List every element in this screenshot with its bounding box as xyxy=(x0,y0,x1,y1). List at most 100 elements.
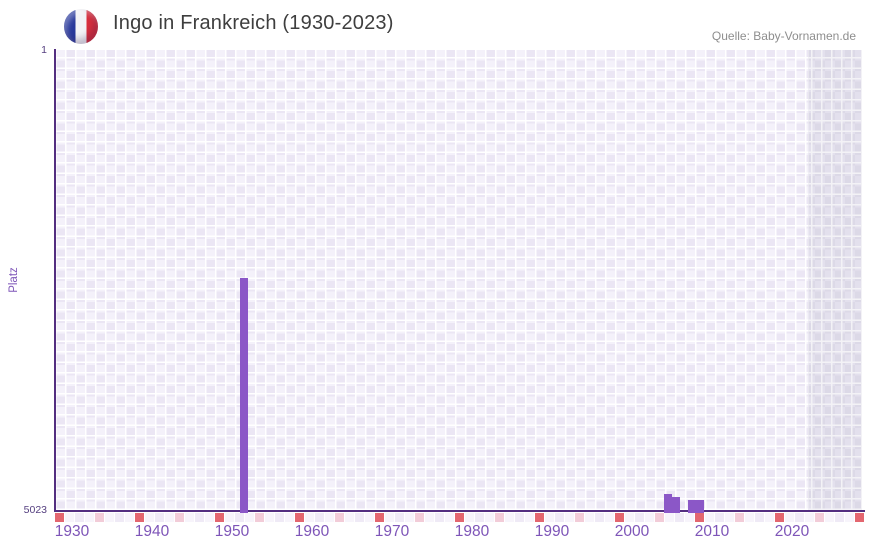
x-tick-1970: 1970 xyxy=(374,523,410,540)
strip-cell xyxy=(725,512,734,522)
strip-cell xyxy=(395,512,404,522)
strip-cell xyxy=(635,512,644,522)
strip-cell xyxy=(105,512,114,522)
mid-decade-marker xyxy=(95,512,104,522)
strip-cell xyxy=(805,512,814,522)
mid-decade-marker xyxy=(735,512,744,522)
mid-decade-marker xyxy=(575,512,584,522)
decade-marker xyxy=(135,512,144,522)
strip-cell xyxy=(405,512,414,522)
strip-cell xyxy=(115,512,124,522)
x-tick-1980: 1980 xyxy=(454,523,490,540)
strip-cell xyxy=(275,512,284,522)
x-tick-2010: 2010 xyxy=(694,523,730,540)
strip-cell xyxy=(795,512,804,522)
mid-decade-marker xyxy=(815,512,824,522)
strip-cell xyxy=(425,512,434,522)
decade-marker xyxy=(855,512,864,522)
strip-cell xyxy=(465,512,474,522)
decade-marker xyxy=(215,512,224,522)
strip-cell xyxy=(285,512,294,522)
strip-cell xyxy=(435,512,444,522)
strip-cell xyxy=(225,512,234,522)
bar-2004[interactable] xyxy=(664,494,672,513)
y-axis-title: Platz xyxy=(8,267,20,293)
x-tick-1940: 1940 xyxy=(134,523,170,540)
france-flag-icon xyxy=(64,9,98,44)
strip-cell xyxy=(745,512,754,522)
strip-cell xyxy=(505,512,514,522)
strip-cell xyxy=(645,512,654,522)
strip-cell xyxy=(755,512,764,522)
strip-cell xyxy=(715,512,724,522)
strip-cell xyxy=(145,512,154,522)
decade-marker xyxy=(375,512,384,522)
y-tick-max: 1 xyxy=(41,44,47,56)
strip-cell xyxy=(185,512,194,522)
decade-marker xyxy=(295,512,304,522)
decade-marker xyxy=(775,512,784,522)
strip-cell xyxy=(565,512,574,522)
strip-cell xyxy=(785,512,794,522)
x-axis-line xyxy=(54,510,865,512)
mid-decade-marker xyxy=(255,512,264,522)
bar-2008[interactable] xyxy=(696,500,704,513)
strip-cell xyxy=(585,512,594,522)
x-tick-1950: 1950 xyxy=(214,523,250,540)
mid-decade-marker xyxy=(655,512,664,522)
x-axis-labels: 1930 1940 1950 1960 1970 1980 1990 2000 2010 2020 xyxy=(0,523,873,545)
strip-cell xyxy=(315,512,324,522)
x-tick-1990: 1990 xyxy=(534,523,570,540)
strip-cell xyxy=(625,512,634,522)
strip-cell xyxy=(385,512,394,522)
strip-cell xyxy=(325,512,334,522)
strip-cell xyxy=(685,512,694,522)
strip-cell xyxy=(445,512,454,522)
decade-marker xyxy=(615,512,624,522)
strip-cell xyxy=(165,512,174,522)
chart-title: Ingo in Frankreich (1930-2023) xyxy=(113,12,394,34)
strip-cell xyxy=(235,512,244,522)
decade-marker xyxy=(455,512,464,522)
decade-marker xyxy=(695,512,704,522)
strip-cell xyxy=(345,512,354,522)
strip-cell xyxy=(195,512,204,522)
strip-cell xyxy=(205,512,214,522)
strip-cell xyxy=(355,512,364,522)
mid-decade-marker xyxy=(495,512,504,522)
strip-cell xyxy=(675,512,684,522)
strip-cell xyxy=(245,512,254,522)
strip-cell xyxy=(155,512,164,522)
mid-decade-marker xyxy=(335,512,344,522)
strip-cell xyxy=(765,512,774,522)
x-tick-1960: 1960 xyxy=(294,523,330,540)
strip-cell xyxy=(525,512,534,522)
strip-cell xyxy=(85,512,94,522)
x-tick-2000: 2000 xyxy=(614,523,650,540)
x-tick-1930: 1930 xyxy=(54,523,90,540)
x-tick-2020: 2020 xyxy=(774,523,810,540)
strip-cell xyxy=(705,512,714,522)
strip-cell xyxy=(835,512,844,522)
decade-strip xyxy=(55,512,867,522)
bar-2005[interactable] xyxy=(672,497,680,513)
mid-decade-marker xyxy=(415,512,424,522)
strip-cell xyxy=(595,512,604,522)
source-credit: Quelle: Baby-Vornamen.de xyxy=(711,29,856,43)
strip-cell xyxy=(665,512,674,522)
mid-decade-marker xyxy=(175,512,184,522)
strip-cell xyxy=(365,512,374,522)
strip-cell xyxy=(845,512,854,522)
strip-cell xyxy=(545,512,554,522)
decade-marker xyxy=(55,512,64,522)
y-tick-min: 5023 xyxy=(23,504,47,516)
bar-1951[interactable] xyxy=(240,278,248,513)
strip-cell xyxy=(605,512,614,522)
strip-cell xyxy=(305,512,314,522)
bar-2007[interactable] xyxy=(688,500,696,513)
strip-cell xyxy=(65,512,74,522)
strip-cell xyxy=(825,512,834,522)
strip-cell xyxy=(75,512,84,522)
strip-cell xyxy=(265,512,274,522)
